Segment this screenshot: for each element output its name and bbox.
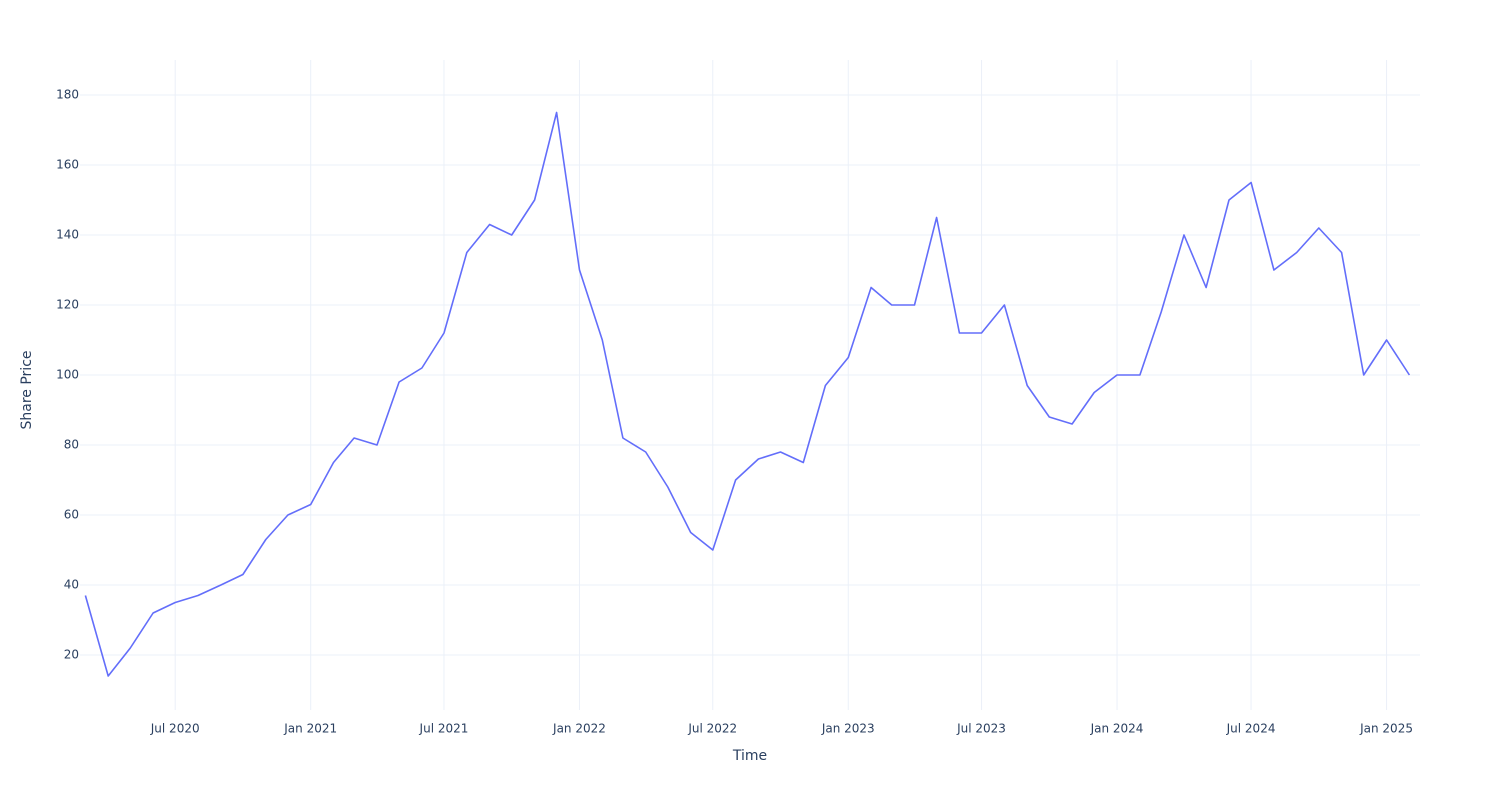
y-tick-label: 140 — [56, 228, 79, 242]
x-tick-label: Jan 2021 — [283, 722, 337, 736]
x-tick-label: Jul 2024 — [1226, 722, 1276, 736]
x-axis-title: Time — [732, 748, 767, 764]
y-axis-title: Share Price — [19, 350, 35, 429]
y-tick-label: 120 — [56, 298, 79, 312]
y-tick-label: 80 — [64, 438, 79, 452]
y-tick-label: 40 — [64, 578, 79, 592]
x-tick-label: Jul 2021 — [419, 722, 469, 736]
x-tick-label: Jan 2024 — [1090, 722, 1144, 736]
x-tick-label: Jan 2022 — [552, 722, 606, 736]
y-tick-label: 20 — [64, 648, 79, 662]
y-tick-label: 100 — [56, 368, 79, 382]
x-tick-label: Jan 2025 — [1359, 722, 1413, 736]
x-tick-label: Jul 2023 — [956, 722, 1006, 736]
y-tick-label: 60 — [64, 508, 79, 522]
x-tick-label: Jul 2022 — [687, 722, 737, 736]
y-tick-label: 180 — [56, 88, 79, 102]
price-line — [84, 111, 1411, 677]
y-tick-label: 160 — [56, 158, 79, 172]
x-tick-label: Jan 2023 — [821, 722, 875, 736]
x-tick-label: Jul 2020 — [150, 722, 200, 736]
